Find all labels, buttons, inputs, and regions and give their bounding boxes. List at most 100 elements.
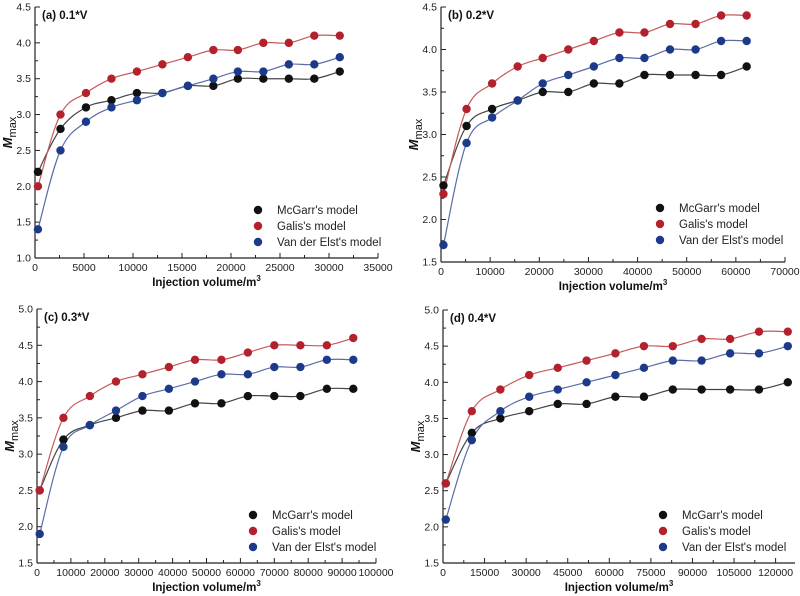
data-point: [439, 240, 448, 250]
data-point: [190, 377, 200, 386]
x-tick-label: 30000: [574, 266, 603, 278]
y-tick-label: 5.0: [18, 304, 33, 316]
y-tick-label: 3.5: [16, 73, 31, 85]
data-point: [56, 110, 65, 119]
x-tick-label: 50000: [192, 567, 221, 579]
y-tick-label: 4.0: [422, 44, 437, 56]
data-point: [538, 79, 547, 88]
data-point: [467, 407, 477, 416]
y-tick-label: 2.5: [424, 485, 439, 497]
data-point: [335, 31, 344, 40]
data-point: [716, 36, 726, 46]
data-point: [441, 515, 450, 524]
x-tick-label: 75000: [636, 567, 665, 579]
legend-marker: [658, 526, 668, 536]
y-axis-title-text: M: [2, 440, 17, 452]
data-point: [697, 356, 706, 365]
y-axis-title-subscript: max: [415, 420, 427, 441]
data-point: [640, 28, 649, 37]
data-point: [783, 327, 792, 336]
x-tick-label: 45000: [553, 567, 582, 579]
data-point: [564, 45, 573, 54]
data-point: [725, 334, 735, 344]
x-tick-label: 90000: [327, 567, 356, 579]
x-tick-label: 20000: [216, 262, 245, 274]
data-point: [259, 74, 268, 83]
data-point: [742, 62, 751, 71]
data-point: [209, 81, 218, 91]
x-tick-label: 30000: [124, 567, 153, 579]
data-point: [284, 38, 294, 48]
panel-label: (a) 0.1*V: [42, 10, 88, 22]
data-point: [296, 341, 305, 350]
data-point: [462, 121, 471, 131]
data-point: [589, 36, 599, 46]
data-point: [496, 414, 505, 423]
chart-panel-b: 1.5 2.0 2.5 3.0 3.5 4.0 4.5 0 10000 20000 30000 400…: [406, 2, 800, 294]
x-tick-label: 35000: [363, 262, 392, 274]
data-point: [349, 355, 358, 364]
data-point: [487, 104, 497, 114]
legend-marker: [253, 237, 263, 247]
legend-marker: [655, 219, 665, 229]
data-point: [243, 370, 253, 379]
data-point: [158, 88, 167, 98]
x-tick-label: 60000: [721, 266, 750, 278]
x-tick-label: 20000: [525, 266, 554, 278]
x-tick-label: 0: [32, 262, 38, 274]
data-point: [81, 88, 91, 98]
legend-label: McGarr's model: [682, 510, 763, 522]
y-tick-label: 1.5: [16, 217, 31, 229]
y-tick-label: 4.0: [16, 37, 31, 49]
data-point: [349, 384, 358, 394]
data-point: [164, 406, 174, 415]
data-point: [582, 356, 591, 365]
data-point: [56, 124, 65, 134]
legend-marker: [253, 221, 263, 231]
data-point: [349, 333, 358, 343]
data-point: [335, 67, 344, 76]
data-point: [439, 189, 448, 199]
data-point: [284, 74, 294, 83]
legend-label: McGarr's model: [272, 510, 353, 522]
y-tick-label: 2.0: [424, 521, 439, 533]
data-point: [553, 385, 562, 394]
data-point: [665, 70, 675, 80]
y-tick-label: 4.0: [18, 376, 33, 388]
x-tick-label: 120000: [758, 567, 793, 579]
y-axis-title: Mmax: [0, 116, 19, 148]
y-axis-title-text: M: [0, 136, 15, 148]
x-axis-title: Injection volume/m3: [565, 579, 674, 594]
data-point: [322, 341, 332, 350]
panel-label: (b) 0.2*V: [448, 10, 494, 22]
x-tick-label: 5000: [72, 262, 96, 274]
data-point: [538, 87, 547, 97]
data-point: [233, 67, 243, 76]
legend-label: Galis's model: [277, 221, 346, 233]
x-axis-title-text: Injection volume/m: [565, 582, 669, 594]
x-tick-label: 80000: [294, 567, 323, 579]
data-point: [615, 53, 624, 63]
data-point: [33, 167, 43, 177]
y-axis-title-text: M: [408, 440, 423, 452]
data-point: [487, 113, 497, 122]
data-point: [783, 378, 792, 387]
legend-marker: [658, 542, 668, 552]
y-tick-label: 3.5: [18, 412, 33, 424]
data-point: [138, 391, 147, 401]
x-tick-label: 50000: [672, 266, 701, 278]
chart-panel-c: 1.5 2.0 2.5 3.0 3.5 4.0 4.5 5.0 0 10000 20000 30000…: [2, 304, 394, 595]
data-point: [158, 60, 167, 69]
data-point: [259, 67, 268, 76]
x-axis-title: Injection volume/m3: [559, 278, 668, 293]
y-tick-label: 4.5: [424, 341, 439, 353]
y-axis-title-subscript: max: [9, 420, 21, 441]
data-point: [270, 362, 279, 372]
data-point: [716, 70, 726, 80]
data-point: [564, 70, 573, 80]
data-point: [190, 355, 200, 364]
y-tick-label: 2.5: [16, 145, 31, 157]
data-point: [668, 341, 677, 351]
y-tick-label: 3.5: [422, 87, 437, 99]
y-tick-label: 2.5: [18, 485, 33, 497]
